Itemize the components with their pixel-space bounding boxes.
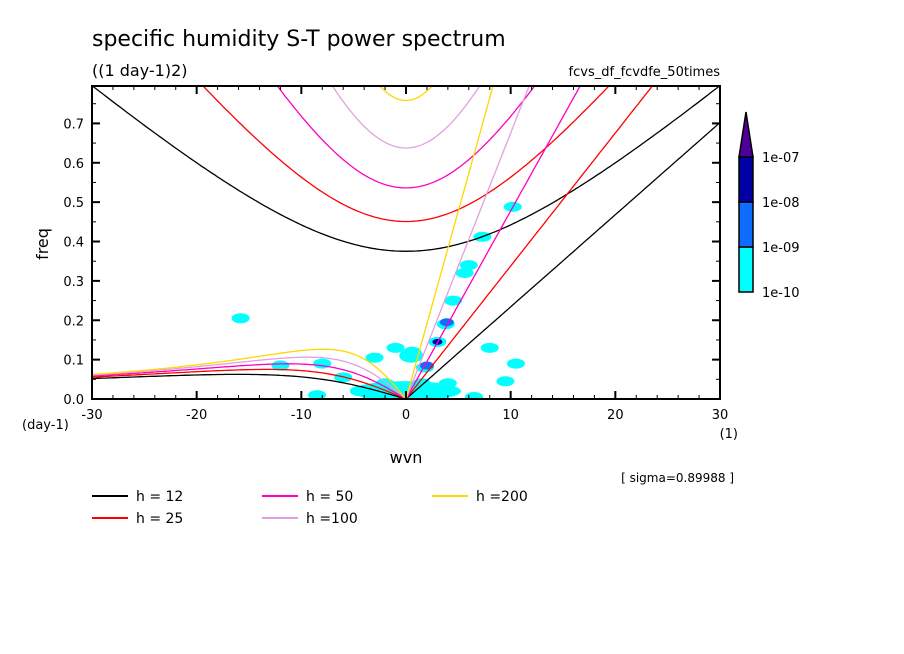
dispersion-curve-er (92, 368, 407, 399)
y-tick-label: 0.2 (63, 314, 84, 329)
y-tick-label: 0.1 (63, 354, 84, 369)
legend-label: h = 50 (306, 489, 353, 505)
dispersion-curve-er (92, 348, 407, 399)
colorbar-segment (738, 246, 754, 293)
power-blob (271, 360, 290, 371)
colorbar-segment (738, 156, 754, 203)
legend-label: h =100 (306, 511, 358, 527)
dispersion-curve-ig (331, 86, 481, 149)
run-label: fcvs_df_fcvdfe_50times (569, 65, 721, 80)
x-tick-label: -20 (186, 408, 207, 423)
dispersion-curve-ig (378, 86, 434, 102)
chart-subtitle: ((1 day-1)2) (92, 61, 188, 80)
dispersion-curve-kelvin (405, 86, 494, 399)
y-unit-label: (day-1) (22, 418, 69, 433)
legend-label: h = 25 (136, 511, 183, 527)
power-blob (496, 376, 515, 387)
y-tick-label: 0.4 (63, 236, 84, 251)
colorbar: 1e-10 1e-09 1e-08 1e-07 (738, 111, 800, 301)
x-tick-label: -30 (81, 408, 102, 423)
power-blob (506, 358, 525, 369)
y-tick-label: 0.5 (63, 196, 84, 211)
y-axis-label: freq (33, 228, 52, 260)
dispersion-curve-kelvin (405, 86, 654, 399)
dispersion-curve-er (92, 356, 407, 399)
x-tick-label: -10 (291, 408, 312, 423)
y-tick-label: 0.0 (63, 393, 84, 408)
x-tick-label: 10 (502, 408, 519, 423)
x-tick-label: 20 (607, 408, 624, 423)
dispersion-curve-kelvin (405, 86, 530, 399)
power-blob (351, 381, 461, 399)
y-tick-label: 0.6 (63, 157, 84, 172)
dispersion-curve-er (92, 363, 407, 399)
legend: h = 12 h = 25 h = 50 h =100 h =200 (92, 489, 528, 527)
colorbar-label: 1e-09 (762, 241, 800, 256)
y-tick-label: 0.3 (63, 275, 84, 290)
x-unit-label: (1) (720, 427, 738, 442)
power-contours (231, 201, 525, 399)
colorbar-label: 1e-10 (762, 286, 800, 301)
power-blob (455, 268, 474, 279)
dispersion-curve-ig (92, 86, 720, 252)
legend-label: h =200 (476, 489, 528, 505)
dispersion-curve-er (92, 373, 407, 399)
dispersion-curve-kelvin (405, 122, 720, 399)
power-blob (308, 390, 327, 399)
x-axis-label: wvn (390, 448, 423, 467)
colorbar-label: 1e-08 (762, 196, 800, 211)
sigma-label: [ sigma=0.89988 ] (621, 471, 734, 485)
power-blob (465, 392, 484, 399)
colorbar-extension (738, 111, 754, 158)
power-blob (231, 313, 250, 324)
colorbar-label: 1e-07 (762, 151, 800, 166)
x-tick-label: 30 (712, 408, 729, 423)
axis-ticks: -30 -20 -10 0 10 20 30 0.0 0.1 0.2 0.3 0.4 0.5 0.6 0.7 (63, 86, 728, 423)
colorbar-segment (738, 201, 754, 248)
dispersion-curve-kelvin (405, 86, 581, 399)
x-tick-label: 0 (402, 408, 410, 423)
power-blob (444, 295, 463, 306)
power-blob (480, 342, 499, 353)
power-blob (459, 260, 478, 271)
power-blob (386, 342, 405, 353)
legend-label: h = 12 (136, 489, 183, 505)
dispersion-curve-ig (202, 86, 610, 223)
dispersion-curves (92, 86, 720, 399)
chart-title: specific humidity S-T power spectrum (92, 27, 506, 52)
y-tick-label: 0.7 (63, 117, 84, 132)
dispersion-curve-ig (276, 86, 536, 189)
power-blob (365, 352, 384, 363)
